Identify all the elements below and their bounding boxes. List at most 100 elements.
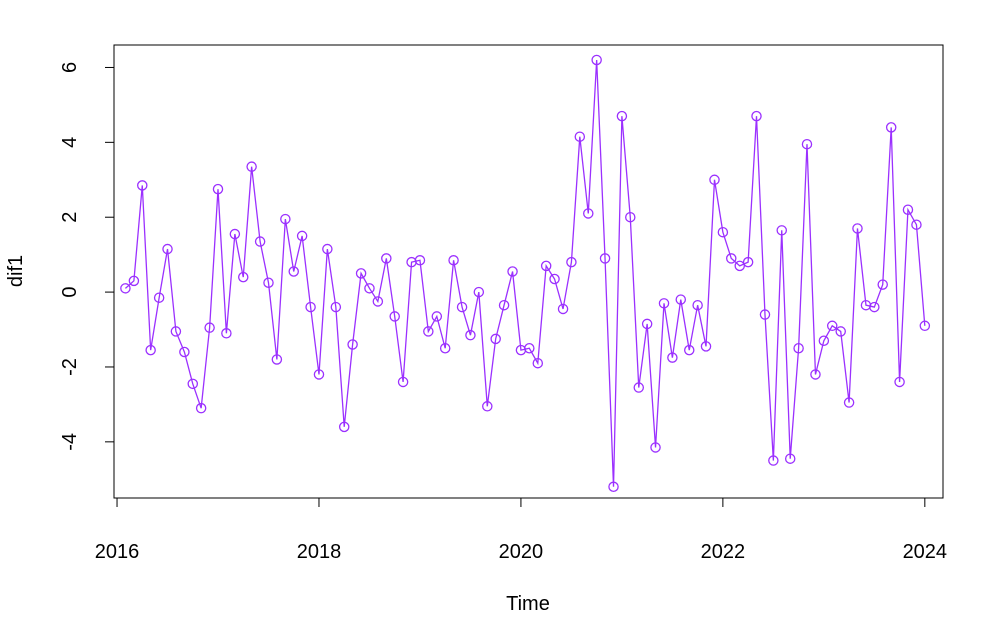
data-point [313,369,325,380]
data-point [684,344,695,356]
data-point [583,208,594,219]
data-point [826,320,838,332]
data-point [145,344,156,356]
data-point [784,453,796,464]
x-axis-title: Time [506,593,550,615]
data-point [650,442,661,453]
data-point [608,481,619,493]
data-point [885,122,897,133]
data-point [338,421,350,433]
data-point [280,213,291,225]
data-point [734,260,745,272]
data-point [852,223,863,234]
data-point [439,342,451,354]
y-tick-label: 4 [59,137,81,148]
y-tick-label: 0 [59,287,81,298]
data-point [423,326,434,337]
data-point [490,333,501,345]
y-tick-label: -2 [59,358,81,376]
data-point [742,256,754,268]
data-point [229,228,241,240]
data-point [616,110,628,122]
y-tick-label: -4 [59,433,81,451]
data-point [296,230,308,242]
y-tick-label: 2 [59,212,81,223]
data-point [557,303,569,315]
data-point [204,322,215,333]
data-point [877,279,888,290]
data-point [221,328,232,339]
data-point [818,335,830,347]
x-tick-label: 2016 [95,541,140,563]
data-point [911,219,922,230]
data-point [288,266,299,277]
data-point [919,320,931,332]
data-point [364,283,375,294]
data-point [641,318,653,330]
data-point [801,138,813,150]
data-point [532,357,544,369]
x-tick-label: 2020 [499,541,544,563]
data-point [633,382,645,393]
data-point [237,271,249,283]
data-point [448,255,459,266]
data-point [709,174,720,186]
x-tick-label: 2024 [903,541,948,563]
data-point [540,260,552,272]
data-point [473,286,485,298]
data-point [507,266,518,277]
data-point [675,294,687,305]
data-point [137,180,148,191]
data-point [414,255,426,266]
data-point [843,397,855,408]
data-point [498,299,510,311]
data-point [599,253,611,264]
data-point [591,54,602,66]
data-point [246,161,257,172]
y-axis: -4 -2 0 2 4 6 [59,62,115,451]
data-point [187,378,199,390]
data-point [700,341,712,352]
data-point [482,401,493,412]
data-points [120,54,931,493]
data-point [120,283,131,294]
data-point [869,301,880,313]
data-point [810,369,821,380]
data-point [389,311,400,322]
data-point [726,253,737,264]
data-point [549,273,560,285]
data-point [162,243,173,255]
data-point [381,253,392,264]
plot-frame [113,44,944,499]
data-point [330,301,342,313]
data-point [397,376,409,388]
data-point [625,211,636,223]
data-point [128,275,140,287]
data-point [776,225,787,236]
data-point [263,277,274,288]
data-point [902,204,914,215]
data-point [431,311,443,322]
data-point [524,342,535,354]
y-tick-label: 6 [59,62,81,73]
data-point [793,342,804,354]
data-point [153,292,165,303]
data-point [456,301,468,313]
data-point [835,326,846,337]
x-tick-label: 2022 [701,541,746,563]
data-point [717,226,729,238]
data-point [751,110,762,122]
data-point [254,236,266,247]
x-axis: 2016 2018 2020 2022 2024 [95,497,948,563]
data-point [658,298,670,309]
y-axis-title: dif1 [5,255,27,287]
data-point [574,131,586,142]
x-tick-label: 2018 [297,541,342,563]
data-point [759,309,771,320]
data-point [667,352,678,363]
data-point [768,455,779,466]
data-point [305,301,316,313]
data-point [212,183,224,195]
data-point [894,376,905,388]
